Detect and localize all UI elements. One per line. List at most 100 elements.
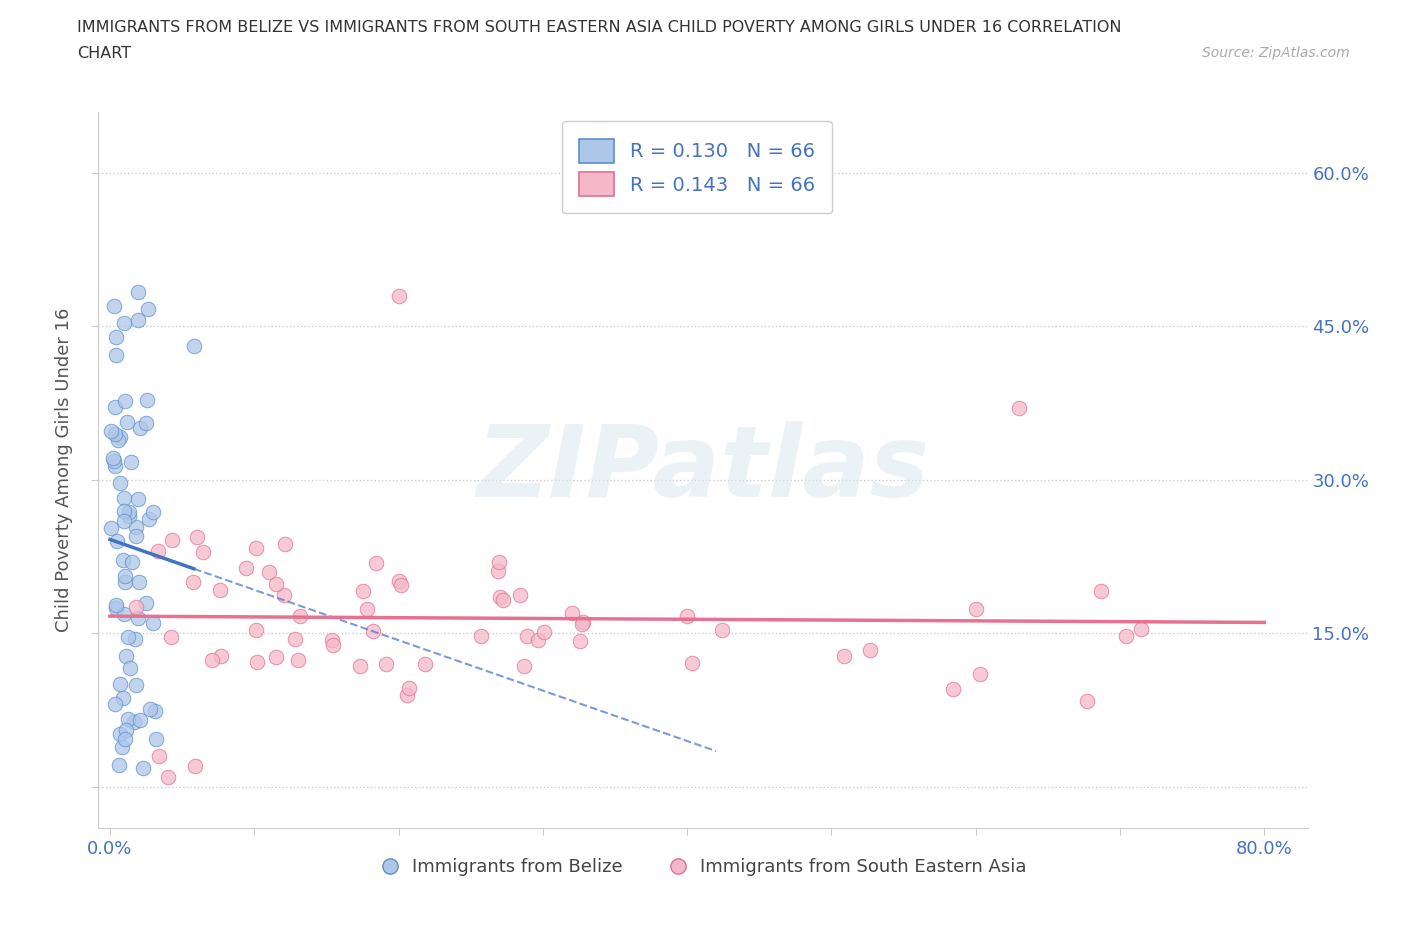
Y-axis label: Child Poverty Among Girls Under 16: Child Poverty Among Girls Under 16 [55, 308, 73, 631]
Point [129, 712, 152, 727]
Point [676, 609, 699, 624]
Point [114, 393, 136, 408]
Point [135, 595, 157, 610]
Point [104, 347, 127, 362]
Point [112, 503, 135, 518]
Point [104, 697, 127, 711]
Point [201, 653, 224, 668]
Point [118, 509, 141, 524]
Point [145, 732, 167, 747]
Point [142, 616, 165, 631]
Point [1090, 583, 1112, 598]
Point [264, 649, 287, 664]
Point [486, 564, 509, 578]
Point [108, 757, 131, 772]
Point [132, 760, 155, 775]
Point [136, 392, 159, 407]
Point [160, 630, 183, 644]
Point [969, 667, 991, 682]
Point [103, 454, 125, 469]
Point [108, 475, 131, 490]
Point [356, 602, 378, 617]
Point [366, 555, 388, 570]
Point [274, 537, 297, 551]
Point [148, 749, 170, 764]
Point [160, 532, 183, 547]
Point [111, 691, 134, 706]
Point [127, 611, 149, 626]
Point [388, 574, 411, 589]
Point [374, 657, 396, 671]
Point [115, 648, 138, 663]
Point [129, 421, 152, 436]
Point [209, 648, 232, 663]
Point [128, 575, 150, 590]
Point [104, 598, 127, 613]
Point [135, 416, 157, 431]
Point [118, 660, 141, 675]
Point [387, 288, 409, 303]
Point [965, 602, 987, 617]
Point [245, 622, 267, 637]
Point [115, 415, 138, 430]
Point [101, 451, 124, 466]
Point [104, 400, 127, 415]
Text: CHART: CHART [77, 46, 131, 61]
Point [710, 623, 733, 638]
Point [1129, 622, 1152, 637]
Point [112, 607, 135, 622]
Point [114, 568, 136, 583]
Point [561, 605, 583, 620]
Point [100, 424, 122, 439]
Point [127, 285, 149, 299]
Text: Source: ZipAtlas.com: Source: ZipAtlas.com [1202, 46, 1350, 60]
Point [1008, 401, 1031, 416]
Point [183, 339, 205, 353]
Point [352, 583, 374, 598]
Text: ZIPatlas: ZIPatlas [477, 421, 929, 518]
Point [235, 561, 257, 576]
Point [288, 609, 311, 624]
Point [124, 678, 146, 693]
Point [572, 615, 595, 630]
Point [395, 688, 418, 703]
Point [120, 455, 142, 470]
Point [100, 520, 122, 535]
Point [273, 588, 295, 603]
Point [470, 628, 492, 643]
Point [349, 658, 371, 673]
Point [108, 430, 131, 445]
Point [105, 534, 128, 549]
Point [527, 632, 550, 647]
Point [122, 715, 145, 730]
Point [112, 513, 135, 528]
Point [512, 658, 534, 673]
Point [1076, 694, 1098, 709]
Point [103, 299, 125, 313]
Point [143, 703, 166, 718]
Point [942, 682, 965, 697]
Point [125, 519, 148, 534]
Point [681, 656, 703, 671]
Point [121, 554, 143, 569]
Point [104, 329, 127, 344]
Point [105, 601, 128, 616]
Point [112, 491, 135, 506]
Point [125, 528, 148, 543]
Point [108, 677, 131, 692]
Point [127, 492, 149, 507]
Point [104, 427, 127, 442]
Point [117, 505, 139, 520]
Point [259, 565, 281, 579]
Point [509, 588, 531, 603]
Point [186, 529, 208, 544]
Point [363, 623, 385, 638]
Point [117, 630, 139, 644]
Point [389, 578, 412, 592]
Point [107, 432, 129, 447]
Point [136, 301, 159, 316]
Point [114, 574, 136, 589]
Point [146, 544, 169, 559]
Point [117, 711, 139, 726]
Point [181, 575, 204, 590]
